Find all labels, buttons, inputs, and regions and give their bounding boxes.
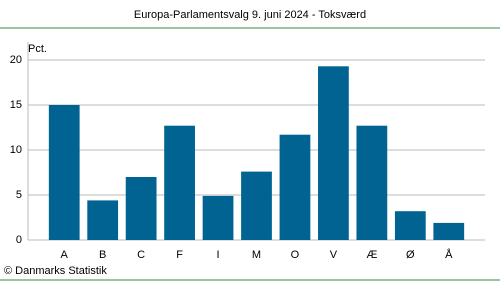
x-tick-label: I bbox=[217, 249, 220, 261]
y-tick-label: 10 bbox=[10, 144, 22, 156]
bar bbox=[164, 125, 195, 240]
bar bbox=[433, 222, 465, 240]
bar bbox=[48, 105, 80, 240]
x-tick-label: B bbox=[99, 249, 106, 261]
bar bbox=[125, 177, 157, 240]
x-tick-label: Ø bbox=[406, 249, 415, 261]
y-tick-label: 5 bbox=[16, 189, 22, 201]
y-tick-label: 20 bbox=[10, 54, 22, 66]
x-tick-label: Å bbox=[445, 248, 453, 261]
y-tick-label: 15 bbox=[10, 99, 22, 111]
bar bbox=[356, 125, 388, 240]
x-tick-label: Æ bbox=[366, 249, 377, 261]
bar bbox=[241, 171, 272, 240]
chart-title: Europa-Parlamentsvalg 9. juni 2024 - Tok… bbox=[134, 9, 366, 21]
bar bbox=[279, 134, 311, 240]
x-tick-label: O bbox=[291, 249, 300, 261]
x-tick-label: F bbox=[176, 249, 183, 261]
x-tick-label: V bbox=[330, 249, 338, 261]
bar bbox=[202, 195, 234, 240]
source: © Danmarks Statistik bbox=[4, 265, 107, 277]
bar bbox=[87, 200, 119, 240]
bar bbox=[394, 211, 426, 240]
bar bbox=[318, 66, 349, 240]
x-tick-label: C bbox=[137, 249, 145, 261]
y-axis-label: Pct. bbox=[28, 43, 47, 55]
y-tick-label: 0 bbox=[16, 234, 22, 246]
x-tick-label: M bbox=[252, 249, 261, 261]
x-tick-label: A bbox=[61, 249, 69, 261]
